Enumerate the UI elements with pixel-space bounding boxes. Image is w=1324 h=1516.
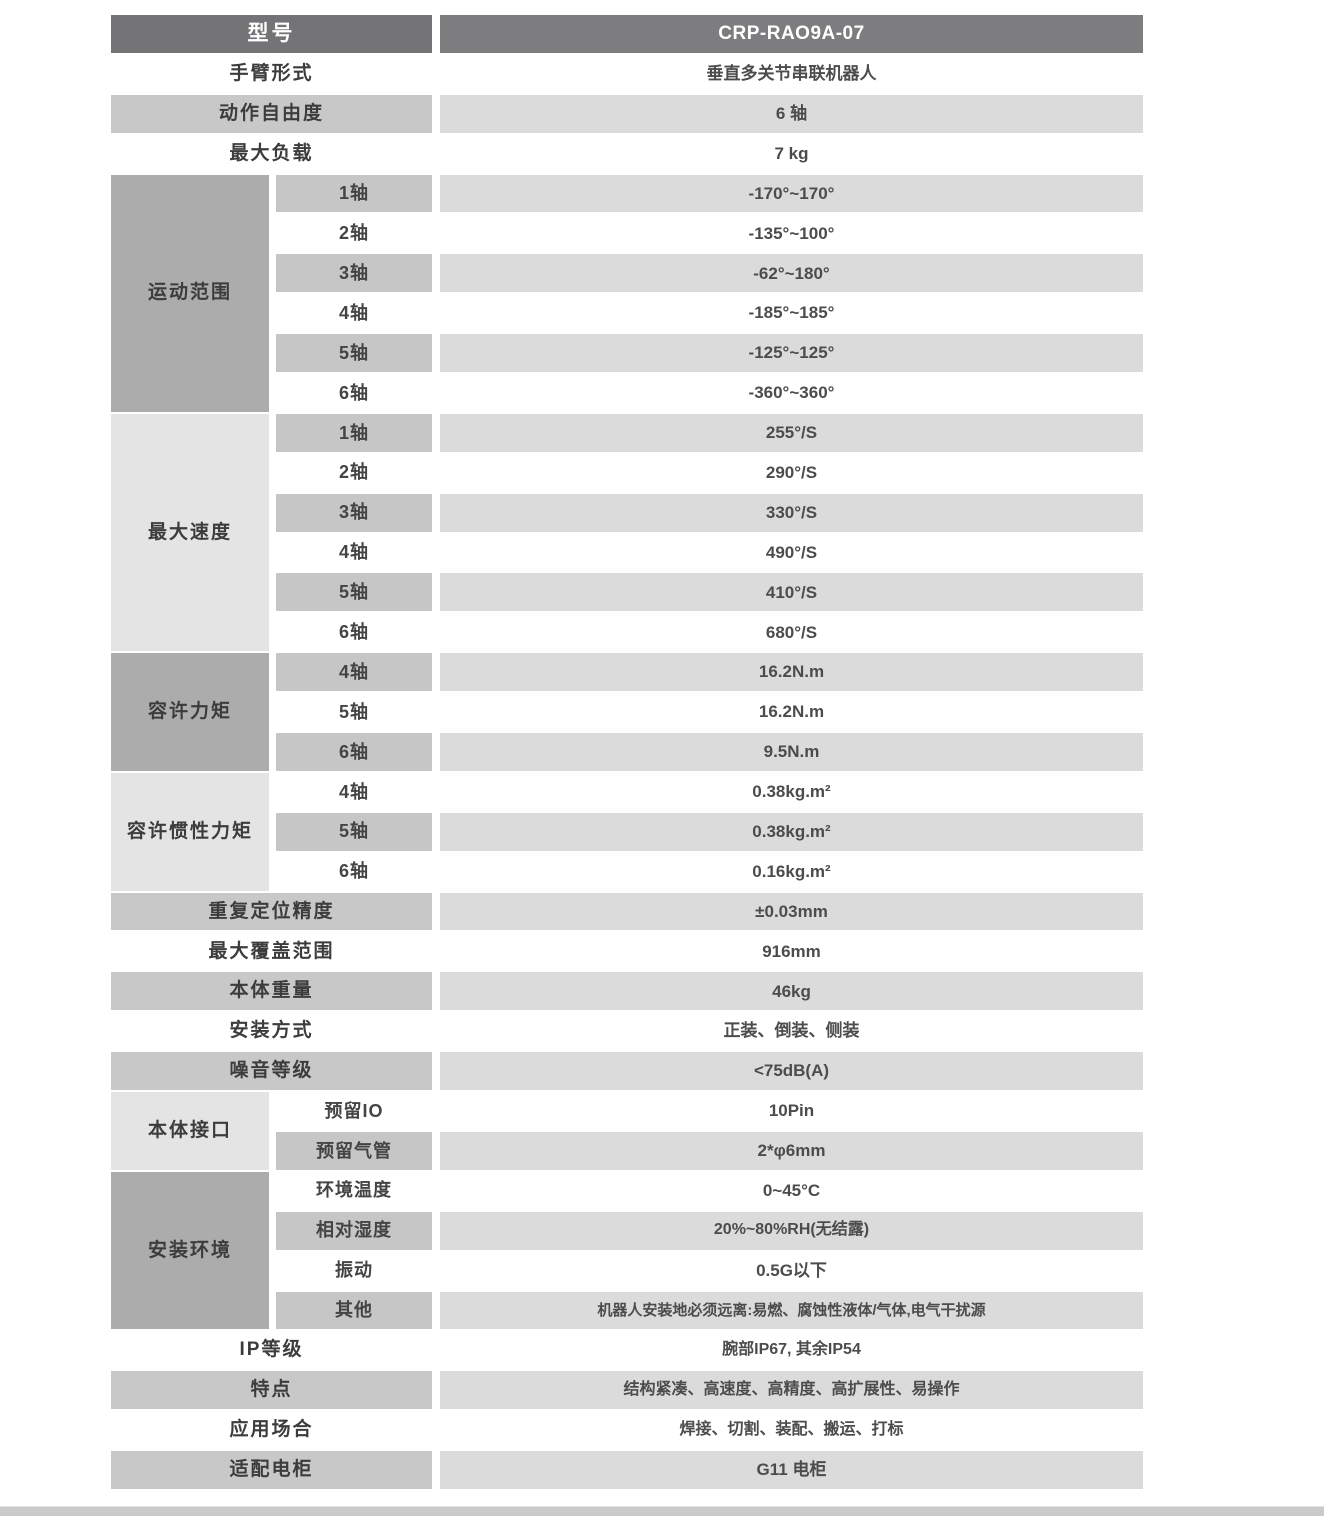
spec-value: 正装、倒装、侧装 <box>439 1011 1144 1052</box>
spec-value: 0.5G以下 <box>439 1250 1144 1291</box>
spec-label: 最大覆盖范围 <box>110 931 433 972</box>
spec-label: 噪音等级 <box>110 1051 433 1092</box>
spec-label: 应用场合 <box>110 1410 433 1451</box>
spec-value: 10Pin <box>439 1091 1144 1131</box>
axis-label: 其他 <box>275 1290 433 1331</box>
spec-value: 410°/S <box>439 572 1144 613</box>
axis-label: 5轴 <box>275 811 433 852</box>
axis-label: 4轴 <box>275 293 433 334</box>
spec-label: 特点 <box>110 1370 433 1411</box>
spec-value: 20%~80%RH(无结露) <box>439 1210 1144 1251</box>
spec-value: -135°~100° <box>439 213 1144 254</box>
spec-label: 最大负载 <box>110 133 433 174</box>
group-label: 最大速度 <box>110 412 270 653</box>
spec-value: 490°/S <box>439 532 1144 573</box>
spec-value: 垂直多关节串联机器人 <box>439 53 1144 94</box>
axis-label: 4轴 <box>275 771 433 812</box>
spec-value: <75dB(A) <box>439 1051 1144 1092</box>
axis-label: 2轴 <box>275 213 433 254</box>
spec-label: 动作自由度 <box>110 93 433 134</box>
axis-label: 预留气管 <box>275 1130 433 1171</box>
spec-label: 本体重量 <box>110 971 433 1012</box>
axis-label: 1轴 <box>275 173 433 214</box>
page-footer-bar <box>0 1507 1324 1516</box>
axis-label: 1轴 <box>275 412 433 453</box>
axis-label: 4轴 <box>275 532 433 573</box>
axis-label: 2轴 <box>275 452 433 493</box>
spec-value: 0.38kg.m² <box>439 811 1144 852</box>
spec-value: 7 kg <box>439 133 1144 174</box>
spec-label: 适配电柜 <box>110 1450 433 1490</box>
spec-value: 46kg <box>439 971 1144 1012</box>
spec-value: -62°~180° <box>439 253 1144 294</box>
spec-value: -360°~360° <box>439 373 1144 413</box>
axis-label: 环境温度 <box>275 1170 433 1211</box>
spec-value: 255°/S <box>439 412 1144 453</box>
axis-label: 6轴 <box>275 732 433 772</box>
spec-value: 0.38kg.m² <box>439 771 1144 812</box>
spec-value: 916mm <box>439 931 1144 972</box>
axis-label: 5轴 <box>275 572 433 613</box>
spec-value: 机器人安装地必须远离:易燃、腐蚀性液体/气体,电气干扰源 <box>439 1290 1144 1331</box>
model-header-value: CRP-RAO9A-07 <box>439 14 1144 54</box>
spec-value: 330°/S <box>439 492 1144 533</box>
robot-spec-table: 型号 CRP-RAO9A-07 手臂形式 垂直多关节串联机器人 动作自由度 6 轴最大… <box>110 14 1144 1490</box>
spec-value: 9.5N.m <box>439 732 1144 772</box>
spec-value: ±0.03mm <box>439 891 1144 932</box>
axis-label: 相对湿度 <box>275 1210 433 1251</box>
axis-label: 4轴 <box>275 652 433 693</box>
spec-value: 16.2N.m <box>439 652 1144 693</box>
spec-value: 290°/S <box>439 452 1144 493</box>
spec-label: 手臂形式 <box>110 53 433 94</box>
spec-value: 16.2N.m <box>439 692 1144 733</box>
group-label: 容许力矩 <box>110 652 270 772</box>
group-label: 容许惯性力矩 <box>110 771 270 892</box>
spec-value: -125°~125° <box>439 333 1144 374</box>
group-label: 运动范围 <box>110 173 270 413</box>
axis-label: 6轴 <box>275 612 433 653</box>
axis-label: 预留IO <box>275 1091 433 1131</box>
axis-label: 5轴 <box>275 692 433 733</box>
model-header-label: 型号 <box>110 14 433 54</box>
group-label: 安装环境 <box>110 1170 270 1331</box>
spec-value: 0~45°C <box>439 1170 1144 1211</box>
axis-label: 6轴 <box>275 373 433 413</box>
spec-label: IP等级 <box>110 1330 433 1371</box>
spec-value: 焊接、切割、装配、搬运、打标 <box>439 1410 1144 1451</box>
spec-label: 安装方式 <box>110 1011 433 1052</box>
spec-value: 0.16kg.m² <box>439 851 1144 892</box>
spec-value: 680°/S <box>439 612 1144 653</box>
spec-value: 2*φ6mm <box>439 1130 1144 1171</box>
axis-label: 3轴 <box>275 492 433 533</box>
spec-label: 重复定位精度 <box>110 891 433 932</box>
axis-label: 3轴 <box>275 253 433 294</box>
spec-value: 6 轴 <box>439 93 1144 134</box>
spec-value: 结构紧凑、高速度、高精度、高扩展性、易操作 <box>439 1370 1144 1411</box>
axis-label: 振动 <box>275 1250 433 1291</box>
axis-label: 5轴 <box>275 333 433 374</box>
spec-value: 腕部IP67, 其余IP54 <box>439 1330 1144 1371</box>
spec-value: -185°~185° <box>439 293 1144 334</box>
axis-label: 6轴 <box>275 851 433 892</box>
group-label: 本体接口 <box>110 1091 270 1171</box>
spec-value: -170°~170° <box>439 173 1144 214</box>
spec-value: G11 电柜 <box>439 1450 1144 1490</box>
